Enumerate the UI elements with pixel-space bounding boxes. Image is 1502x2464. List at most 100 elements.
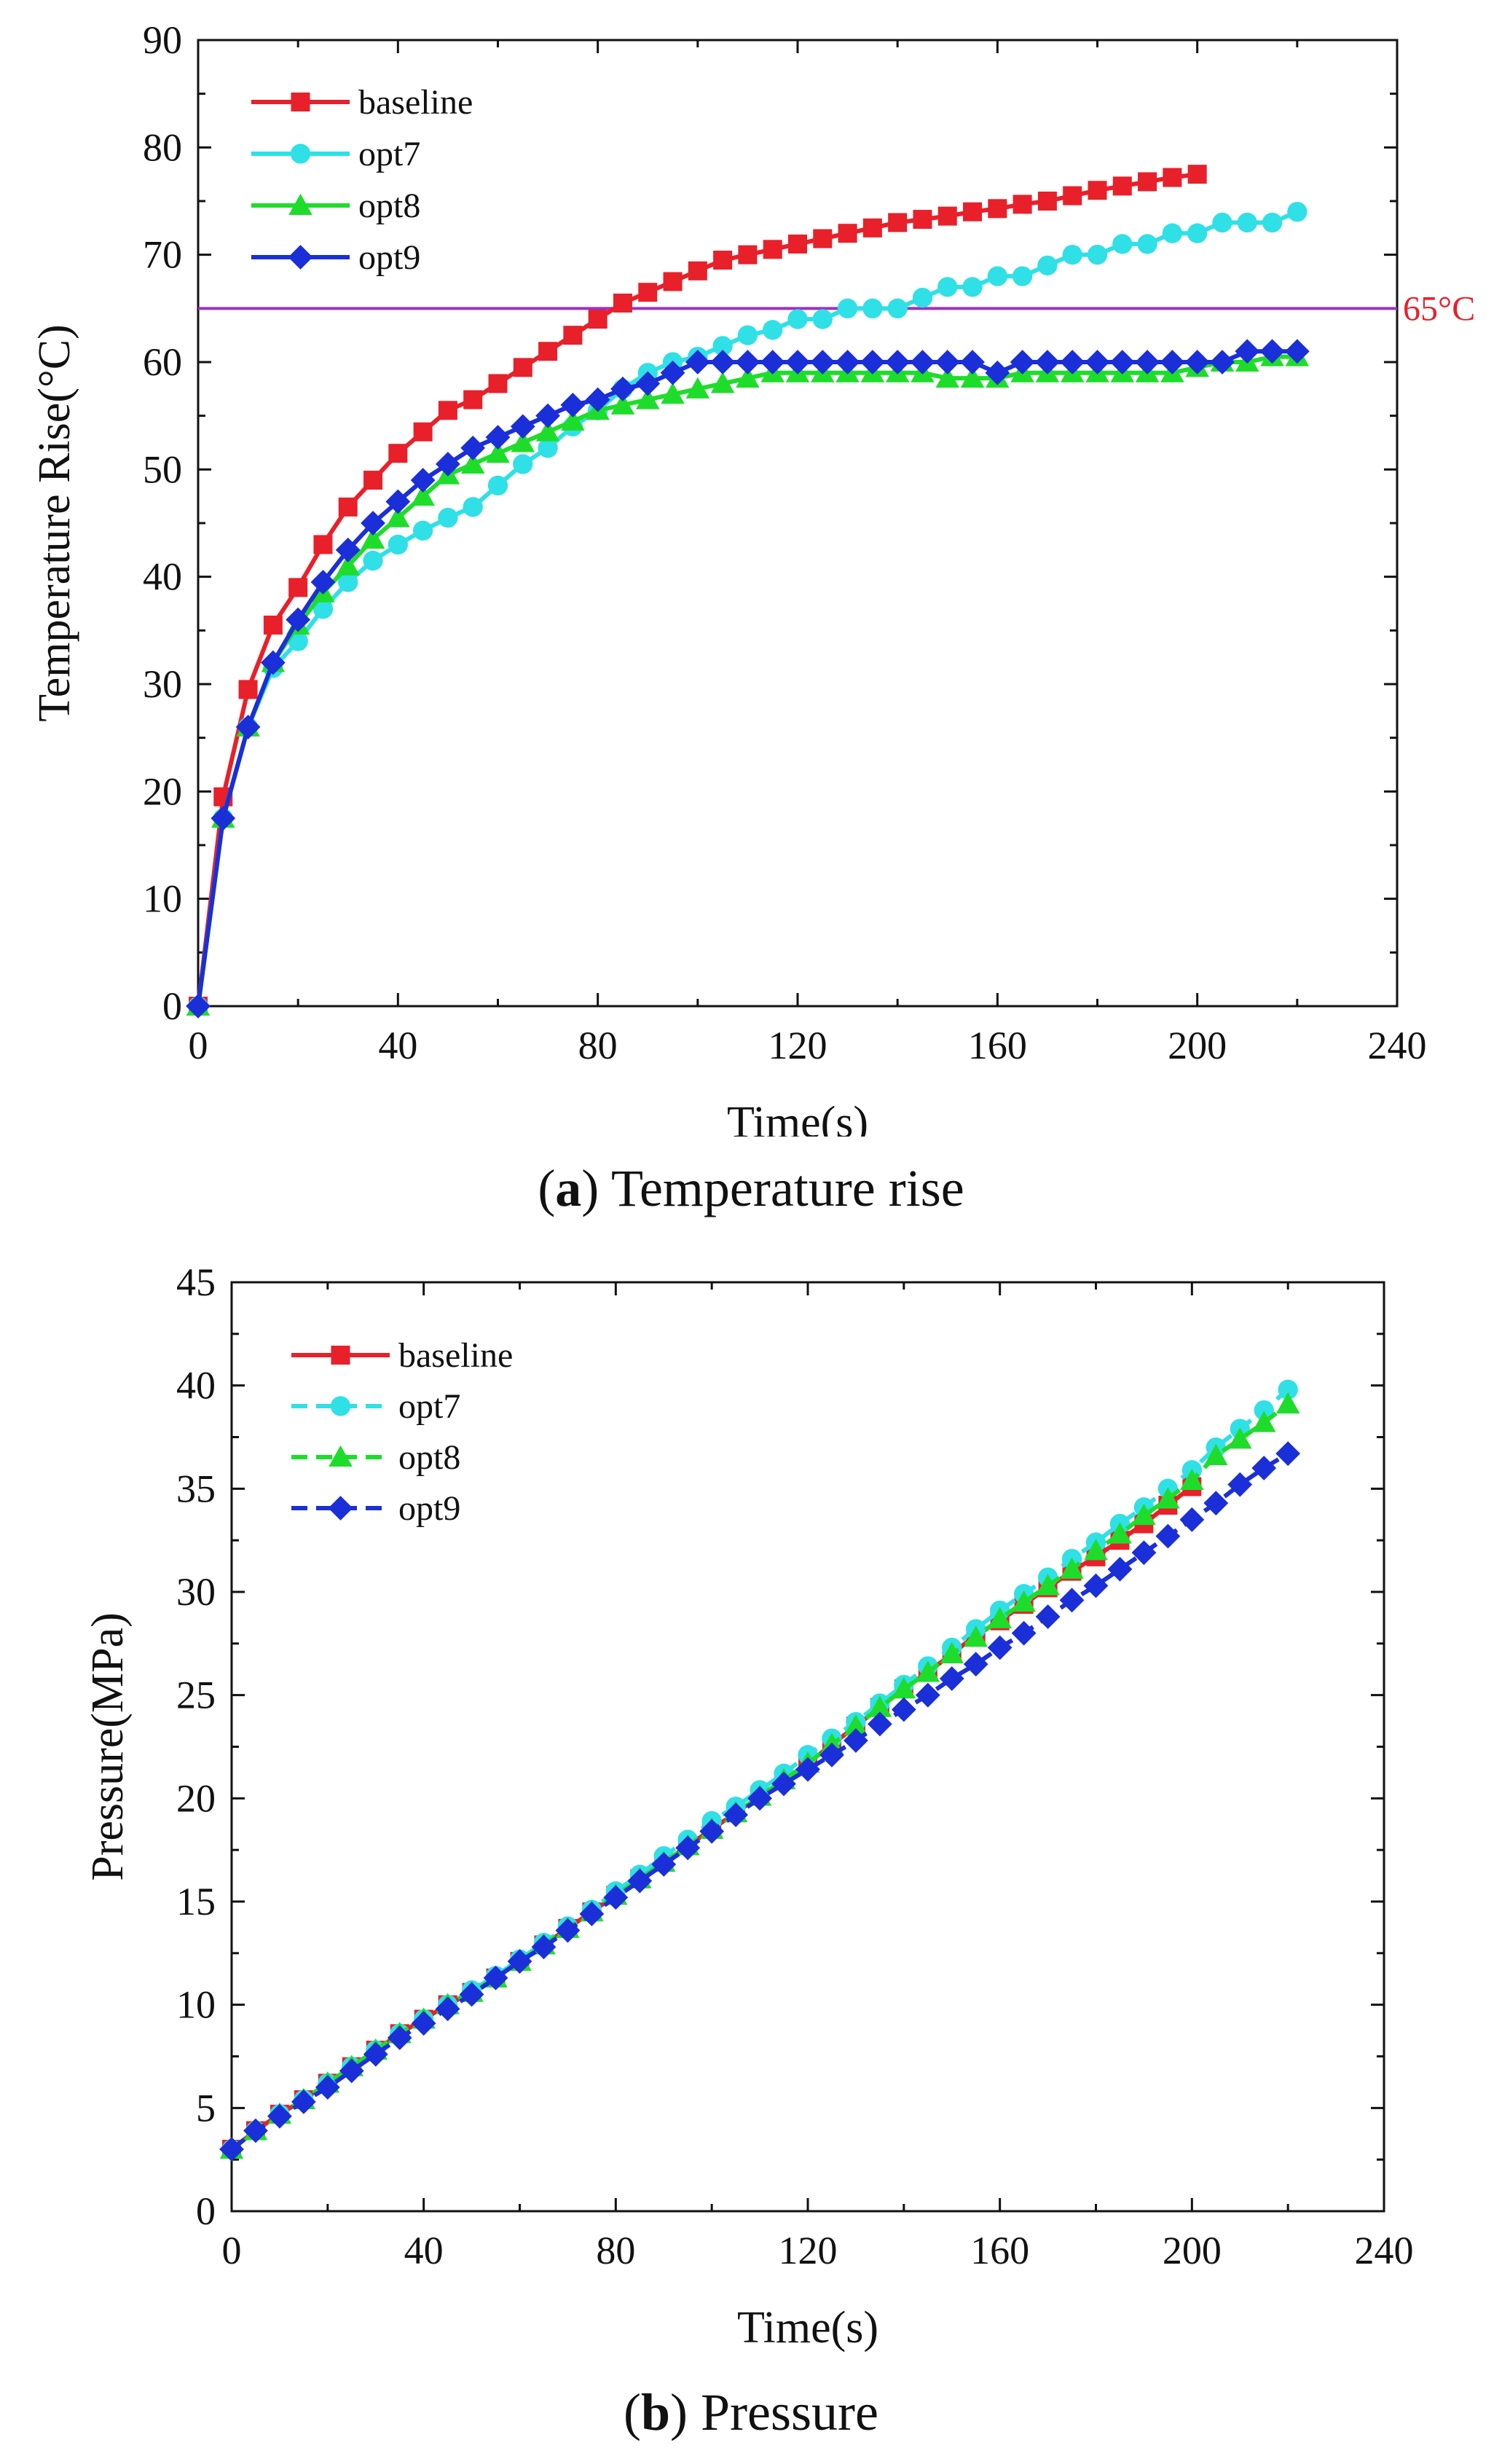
data-point-opt9 bbox=[1035, 350, 1060, 374]
data-point-opt9 bbox=[339, 2058, 364, 2084]
y-tick-label: 50 bbox=[143, 447, 182, 491]
data-point-baseline bbox=[838, 224, 857, 243]
data-point-opt9 bbox=[960, 350, 985, 374]
data-point-opt9 bbox=[1179, 1507, 1205, 1532]
data-point-opt7 bbox=[312, 599, 334, 619]
y-tick-label: 35 bbox=[176, 1467, 216, 1510]
data-point-baseline bbox=[1037, 192, 1057, 211]
data-point-opt8 bbox=[1204, 1443, 1228, 1465]
data-point-baseline bbox=[513, 358, 532, 377]
x-tick-label: 240 bbox=[1355, 2229, 1414, 2272]
caption-b-text: Pressure bbox=[701, 2383, 878, 2441]
data-point-opt7 bbox=[787, 309, 808, 329]
data-point-baseline bbox=[663, 272, 683, 291]
data-point-opt9 bbox=[1109, 350, 1135, 374]
data-point-opt9 bbox=[1210, 350, 1235, 374]
data-point-opt9 bbox=[361, 511, 385, 535]
series-opt9 bbox=[219, 1441, 1301, 2162]
data-point-baseline bbox=[713, 251, 733, 270]
y-tick-label: 20 bbox=[143, 769, 182, 813]
data-point-opt7 bbox=[1262, 212, 1283, 233]
data-point-opt9 bbox=[186, 994, 211, 1019]
data-point-opt9 bbox=[735, 350, 760, 374]
data-point-opt7 bbox=[1212, 212, 1232, 233]
data-point-opt8 bbox=[844, 1714, 868, 1736]
data-point-opt7 bbox=[363, 550, 383, 571]
data-point-opt9 bbox=[660, 360, 685, 385]
legend-marker-opt8 bbox=[288, 193, 312, 215]
data-point-opt9 bbox=[723, 1802, 749, 1827]
data-point-opt7 bbox=[987, 266, 1007, 286]
data-point-opt8 bbox=[1012, 1590, 1036, 1612]
y-axis-title: Pressure(MPa) bbox=[83, 1612, 133, 1881]
data-point-opt7 bbox=[1087, 245, 1108, 265]
x-tick-label: 200 bbox=[1163, 2229, 1222, 2272]
legend-marker-baseline bbox=[291, 93, 310, 111]
x-tick-label: 120 bbox=[768, 1024, 827, 1067]
x-tick-label: 80 bbox=[596, 2229, 635, 2272]
data-point-opt9 bbox=[885, 350, 911, 374]
data-point-opt9 bbox=[315, 2075, 340, 2100]
data-point-opt8 bbox=[511, 431, 535, 452]
data-point-opt8 bbox=[1228, 1427, 1252, 1449]
data-point-opt9 bbox=[387, 2025, 412, 2050]
data-point-opt9 bbox=[635, 371, 661, 396]
caption-a: (a) Temperature rise bbox=[538, 1159, 964, 1217]
data-point-opt9 bbox=[610, 376, 635, 401]
data-point-opt9 bbox=[710, 350, 736, 374]
data-point-baseline bbox=[413, 422, 433, 442]
legend-label-opt8: opt8 bbox=[398, 1438, 460, 1477]
data-point-baseline bbox=[288, 578, 308, 597]
data-point-opt7 bbox=[538, 438, 558, 458]
series-line-opt8 bbox=[196, 354, 1297, 1007]
x-tick-label: 40 bbox=[404, 2229, 444, 2272]
data-point-opt9 bbox=[939, 1666, 964, 1691]
data-point-opt9 bbox=[835, 350, 860, 374]
y-tick-label: 45 bbox=[176, 1260, 216, 1304]
data-point-baseline bbox=[963, 202, 983, 221]
data-point-opt8 bbox=[386, 506, 410, 527]
data-point-baseline bbox=[563, 326, 583, 345]
data-point-opt7 bbox=[712, 336, 733, 356]
legend-label-baseline: baseline bbox=[358, 83, 473, 122]
data-point-baseline bbox=[888, 213, 908, 232]
data-point-opt7 bbox=[812, 309, 833, 329]
data-point-opt9 bbox=[1184, 350, 1210, 374]
data-point-opt7 bbox=[837, 298, 858, 318]
data-point-opt9 bbox=[1251, 1456, 1277, 1480]
y-tick-label: 60 bbox=[143, 340, 182, 384]
legend-marker-opt7 bbox=[290, 144, 311, 164]
data-point-opt9 bbox=[219, 2137, 244, 2162]
data-point-opt8 bbox=[661, 382, 685, 404]
data-point-opt7 bbox=[463, 497, 483, 517]
data-point-opt7 bbox=[962, 277, 983, 297]
data-point-opt9 bbox=[460, 435, 486, 460]
y-tick-label: 10 bbox=[176, 1983, 216, 2027]
data-point-opt9 bbox=[963, 1652, 988, 1677]
data-point-opt7 bbox=[388, 534, 408, 555]
data-point-opt9 bbox=[844, 1728, 868, 1753]
data-point-opt7 bbox=[1278, 1379, 1298, 1400]
data-point-baseline bbox=[638, 283, 658, 302]
data-point-baseline bbox=[862, 218, 882, 238]
data-point-opt9 bbox=[310, 570, 336, 595]
data-point-opt8 bbox=[892, 1676, 916, 1699]
data-point-opt8 bbox=[1084, 1539, 1108, 1561]
data-point-opt9 bbox=[459, 1982, 484, 2007]
series-line-opt9 bbox=[196, 349, 1297, 1007]
data-point-baseline bbox=[363, 471, 383, 490]
data-point-opt9 bbox=[560, 393, 586, 417]
y-axis-title: Temperature Rise(°C) bbox=[30, 324, 79, 722]
data-point-opt9 bbox=[760, 350, 785, 374]
legend-label-opt7: opt7 bbox=[398, 1387, 460, 1426]
data-point-opt8 bbox=[1132, 1503, 1156, 1526]
x-axis-title: Time(s) bbox=[727, 1098, 868, 1137]
data-point-baseline bbox=[1013, 195, 1032, 214]
data-point-baseline bbox=[738, 245, 758, 264]
data-point-opt7 bbox=[937, 277, 958, 297]
y-tick-label: 40 bbox=[176, 1364, 216, 1408]
data-point-opt9 bbox=[410, 468, 436, 493]
data-point-baseline bbox=[988, 199, 1007, 219]
data-point-baseline bbox=[788, 234, 807, 254]
data-point-opt8 bbox=[940, 1641, 964, 1663]
